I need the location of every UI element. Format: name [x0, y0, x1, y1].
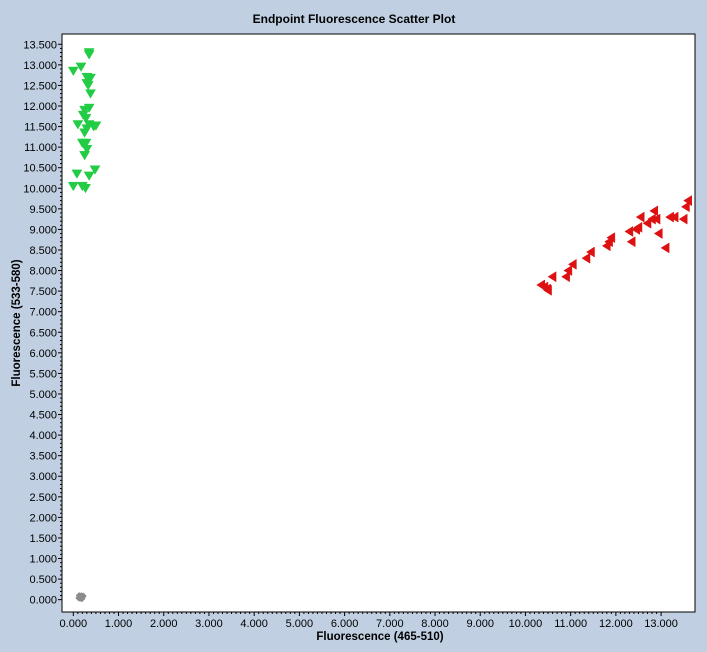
- plot-area: [61, 33, 696, 613]
- data-point: [81, 144, 93, 155]
- y-tick-label: 7.500: [29, 286, 57, 298]
- data-point: [78, 595, 86, 603]
- x-tick-label: 0.000: [60, 618, 88, 630]
- data-point: [71, 169, 83, 179]
- y-tick-label: 9.000: [29, 224, 57, 236]
- data-point: [660, 242, 670, 254]
- y-tick-label: 4.000: [29, 430, 57, 442]
- x-tick-label: 1.000: [105, 618, 133, 630]
- data-point: [581, 252, 591, 264]
- data-point: [83, 171, 95, 181]
- x-tick-label: 12.000: [599, 618, 633, 630]
- x-tick-label: 5.000: [286, 618, 314, 630]
- data-point: [90, 121, 102, 131]
- x-tick-label: 10.000: [509, 618, 543, 630]
- x-tick-label: 2.000: [150, 618, 178, 630]
- data-point: [547, 271, 557, 283]
- data-point: [85, 89, 96, 99]
- data-point: [67, 181, 79, 192]
- x-tick-label: 8.000: [421, 618, 449, 630]
- x-axis-label: Fluorescence (465-510): [316, 631, 443, 643]
- y-tick-label: 13.000: [23, 60, 57, 72]
- x-tick-label: 3.000: [195, 618, 223, 630]
- y-tick-label: 5.500: [29, 368, 57, 380]
- y-tick-label: 3.500: [29, 451, 57, 463]
- y-tick-label: 10.500: [23, 163, 57, 175]
- data-point: [626, 236, 636, 248]
- y-tick-label: 12.500: [23, 80, 57, 92]
- x-tick-label: 11.000: [554, 618, 587, 630]
- data-point: [642, 217, 652, 229]
- y-tick-label: 0.500: [29, 574, 57, 586]
- x-tick-label: 9.000: [466, 618, 494, 630]
- y-tick-label: 3.000: [29, 471, 57, 483]
- y-tick-label: 8.500: [29, 245, 57, 257]
- y-tick-label: 2.000: [29, 512, 57, 524]
- data-point: [79, 151, 91, 161]
- data-point: [83, 50, 95, 60]
- x-tick-label: 7.000: [376, 618, 404, 630]
- data-point: [633, 221, 643, 233]
- y-axis-ticks: 0.000 0.500 1.000 1.500 2.000 2.500 3.000 3.500…: [23, 39, 62, 607]
- data-point: [669, 211, 679, 223]
- data-point: [649, 205, 659, 217]
- data-point: [567, 258, 577, 270]
- y-tick-label: 11.000: [24, 142, 57, 154]
- data-point: [85, 73, 96, 84]
- data-point: [586, 246, 595, 258]
- y-tick-label: 8.000: [29, 266, 57, 278]
- y-tick-label: 6.000: [29, 348, 57, 360]
- y-tick-label: 13.500: [23, 39, 57, 51]
- y-tick-label: 12.000: [23, 101, 57, 113]
- data-point: [72, 120, 84, 130]
- y-tick-label: 1.500: [29, 533, 57, 545]
- y-tick-label: 6.500: [29, 327, 57, 339]
- data-point: [680, 201, 690, 213]
- x-tick-label: 13.000: [644, 618, 678, 630]
- data-point: [79, 105, 91, 116]
- data-point: [678, 213, 688, 225]
- x-tick-label: 6.000: [331, 618, 359, 630]
- y-tick-label: 11.500: [24, 122, 57, 134]
- data-point: [80, 184, 91, 194]
- data-point: [80, 114, 92, 124]
- y-tick-label: 4.500: [29, 410, 57, 422]
- data-point: [561, 271, 570, 283]
- data-point: [635, 211, 645, 223]
- data-point: [543, 284, 552, 296]
- data-point: [79, 128, 91, 138]
- y-tick-label: 10.000: [23, 183, 57, 195]
- data-point: [82, 81, 94, 91]
- x-axis-ticks: 0.000 1.000 2.000 3.000 4.000 5.000 6.000 7.000…: [60, 612, 678, 630]
- y-tick-label: 9.500: [29, 204, 57, 216]
- chart-title: Endpoint Fluorescence Scatter Plot: [253, 12, 456, 26]
- x-tick-label: 4.000: [240, 618, 268, 630]
- data-point: [67, 66, 79, 77]
- y-tick-label: 1.000: [29, 554, 57, 566]
- data-point: [80, 138, 92, 149]
- data-point: [683, 195, 692, 207]
- y-tick-label: 7.000: [29, 307, 57, 319]
- data-point: [653, 228, 663, 239]
- data-point: [563, 265, 573, 276]
- y-axis-label: Fluorescence (533-580): [11, 259, 23, 386]
- data-point: [624, 226, 634, 237]
- data-point: [606, 232, 616, 244]
- data-points: [67, 48, 692, 603]
- y-tick-label: 2.500: [29, 492, 57, 504]
- data-point: [651, 213, 661, 225]
- y-tick-label: 5.000: [29, 389, 57, 401]
- y-tick-label: 0.000: [29, 595, 57, 607]
- data-point: [89, 165, 101, 175]
